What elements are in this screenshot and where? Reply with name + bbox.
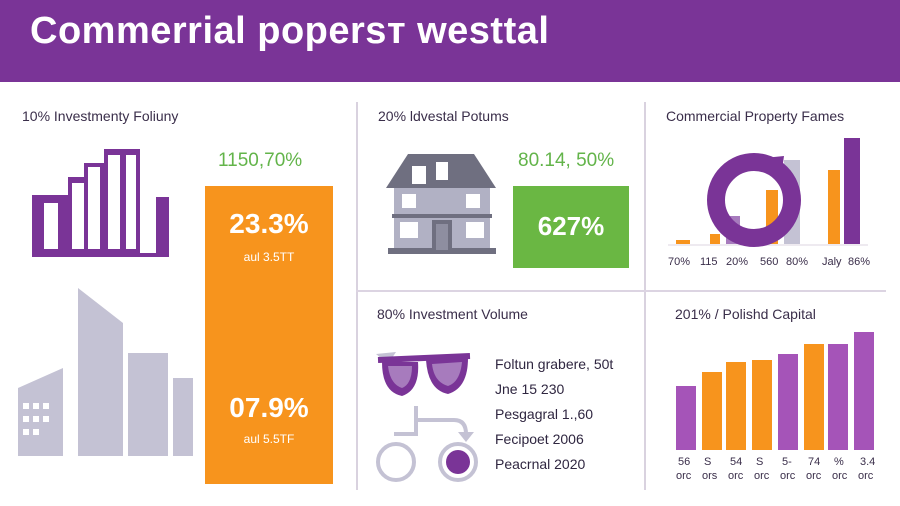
ring-icon xyxy=(707,153,801,247)
panel1-box-bottom-value: 07.9% xyxy=(229,392,309,423)
panel2-green-value: 80.14, 50% xyxy=(518,150,615,171)
panel4-list-item: Foltun grabere, 50t xyxy=(495,356,614,372)
glasses-icon xyxy=(376,352,471,396)
panel1-orange-box: 23.3% aul 3.5TT 07.9% aul 5.5TF xyxy=(205,186,333,484)
divider-right xyxy=(644,102,646,490)
panel5-x-label-top: 56 xyxy=(678,456,691,468)
panel1-box-top-sub: aul 3.5TT xyxy=(243,250,295,264)
panel5-x-label-bottom: orc xyxy=(676,470,692,482)
panel5-title: 201% / Polishd Capital xyxy=(675,306,816,322)
panel5-x-label-bottom: orc xyxy=(806,470,822,482)
panel5-bar xyxy=(726,362,746,450)
panel5-bar xyxy=(676,386,696,450)
panel5-bar xyxy=(828,344,848,450)
panel4-list-item: Peacrnal 2020 xyxy=(495,456,586,472)
flow-icon xyxy=(376,406,478,482)
page-title: Commerrial popersт westtal xyxy=(30,10,550,52)
panel2-green-box: 627% xyxy=(513,186,629,268)
panel2-box-value: 627% xyxy=(537,211,605,241)
panel2-title: 20% ldvestal Potums xyxy=(378,108,509,124)
panel5-x-label-bottom: orc xyxy=(780,470,796,482)
panel5-bar xyxy=(752,360,772,450)
panel1-box-bottom-sub: aul 5.5TF xyxy=(243,432,295,446)
panel5-x-label-top: 5- xyxy=(782,456,792,468)
panel5-bar xyxy=(804,344,824,450)
panel3-x-label: 115 xyxy=(700,256,718,268)
divider-left xyxy=(356,102,358,490)
panel1-title: 10% Investmenty Foliuny xyxy=(22,108,179,124)
panel5-x-label-top: S xyxy=(756,456,764,468)
panel5-x-label-top: 54 xyxy=(730,456,743,468)
panel3-bar xyxy=(844,138,860,244)
panel5-x-label-bottom: orc xyxy=(858,470,874,482)
panel4-list-item: Fecipoet 2006 xyxy=(495,431,584,447)
panel3-x-label: 20% xyxy=(726,256,749,268)
panel3-bar xyxy=(828,170,840,244)
bar-chart-icon xyxy=(32,149,169,257)
panel5-x-label-bottom: orc xyxy=(832,470,848,482)
panel5-x-label-top: 3.4 xyxy=(860,456,876,468)
panel5-chart xyxy=(676,332,874,450)
panel1-box-top-value: 23.3% xyxy=(229,208,309,239)
divider-middle xyxy=(356,290,886,292)
panel5-x-label-bottom: orc xyxy=(728,470,744,482)
panel4-title: 80% Investment Volume xyxy=(377,306,528,322)
panel3-bar xyxy=(710,234,720,244)
panel3-bar xyxy=(676,240,690,244)
header-banner: Commerrial popersт westtal xyxy=(0,0,900,82)
panel5-x-label-bottom: orc xyxy=(754,470,770,482)
panel5-x-label-top: % xyxy=(834,456,844,468)
panel3-x-label: 70% xyxy=(668,256,691,268)
panel3-x-label: 80% xyxy=(786,256,809,268)
panel5-x-label-top: 74 xyxy=(808,456,821,468)
panel1-green-value: 1150,70% xyxy=(218,150,303,171)
panel3-x-label: 560 xyxy=(760,256,779,268)
house-icon xyxy=(386,154,496,254)
buildings-icon xyxy=(18,288,193,456)
panel5-x-label-top: S xyxy=(704,456,712,468)
panel4-list-item: Pesgagral 1.,60 xyxy=(495,406,594,422)
panel3-x-label: Jaly xyxy=(822,256,842,268)
panel3-x-label: 86% xyxy=(848,256,871,268)
panel5-bar xyxy=(778,354,798,450)
panel5-bar xyxy=(702,372,722,450)
panel5-x-label-bottom: ors xyxy=(702,470,718,482)
panel4-list-item: Jne 15 230 xyxy=(495,381,565,397)
panel5-bar xyxy=(854,332,874,450)
panel3-title: Commercial Property Fames xyxy=(666,108,845,124)
